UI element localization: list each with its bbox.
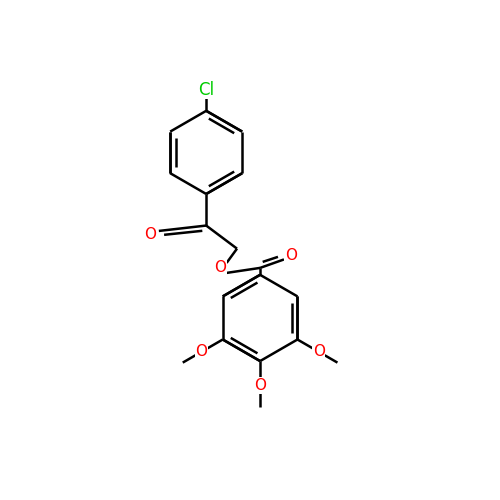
Text: O: O [196,344,207,360]
Text: O: O [285,248,297,263]
Text: O: O [144,226,156,242]
Text: O: O [312,344,324,360]
Text: Cl: Cl [198,80,214,98]
Text: O: O [214,260,226,276]
Text: O: O [254,378,266,393]
